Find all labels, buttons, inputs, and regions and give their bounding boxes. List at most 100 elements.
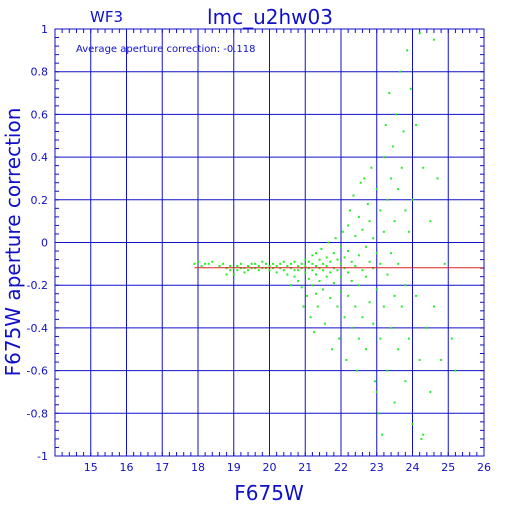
data-point — [311, 262, 314, 265]
data-point — [356, 369, 359, 372]
data-point — [382, 156, 385, 159]
data-point — [372, 322, 375, 325]
data-point — [393, 401, 396, 404]
data-point — [222, 262, 225, 265]
data-point — [393, 294, 396, 297]
data-point — [340, 290, 342, 293]
data-point — [286, 273, 289, 276]
data-point — [368, 301, 371, 304]
data-point — [397, 348, 400, 351]
data-point — [388, 92, 391, 95]
data-point — [318, 258, 321, 261]
data-point — [422, 166, 425, 169]
data-point — [300, 262, 303, 265]
data-point — [379, 209, 382, 212]
data-point — [400, 305, 403, 308]
data-point — [386, 369, 389, 372]
data-point — [340, 262, 342, 265]
data-point — [425, 326, 428, 329]
data-point — [329, 260, 332, 263]
data-point — [340, 245, 342, 248]
y-tick-label: 1 — [41, 23, 48, 36]
data-point — [440, 358, 443, 361]
data-point — [293, 260, 296, 263]
data-point — [340, 275, 342, 278]
data-point — [357, 284, 360, 287]
data-point — [407, 337, 410, 340]
data-point — [357, 215, 360, 218]
y-tick-label: 0.6 — [31, 108, 49, 121]
data-point — [395, 113, 398, 116]
data-point — [302, 305, 305, 308]
data-point — [384, 124, 387, 127]
data-point — [325, 264, 328, 267]
y-tick-label: -0.2 — [27, 279, 48, 292]
data-point — [354, 305, 357, 308]
data-point — [338, 337, 341, 340]
data-point — [373, 380, 376, 383]
data-point — [318, 279, 321, 282]
data-point — [300, 286, 303, 289]
data-point — [336, 305, 339, 308]
data-point — [429, 390, 432, 393]
data-point — [418, 358, 421, 361]
data-point — [354, 264, 357, 267]
data-point — [307, 260, 310, 263]
data-point — [398, 70, 401, 73]
data-point — [286, 264, 289, 267]
data-point — [336, 269, 339, 272]
data-point — [314, 252, 317, 255]
data-point — [254, 262, 257, 265]
data-point — [322, 288, 325, 291]
data-point — [197, 260, 199, 263]
data-point — [314, 264, 317, 267]
data-point — [411, 198, 414, 201]
data-point — [282, 269, 285, 272]
data-point — [415, 294, 418, 297]
data-point — [347, 294, 350, 297]
data-point — [250, 262, 253, 265]
data-point — [306, 294, 309, 297]
y-tick-label: -1 — [37, 450, 48, 463]
x-tick-label: 22 — [334, 461, 348, 474]
tick-labels: 15 16 17 18 19 20 21 22 23 24 25 26 1 0.8 0.6 0.4 0.2 0 -0… — [27, 23, 491, 474]
data-point — [354, 235, 357, 238]
data-point — [313, 331, 316, 334]
data-point — [229, 269, 232, 272]
data-point — [390, 252, 393, 255]
data-point — [418, 32, 421, 35]
y-tick-label: 0.4 — [31, 151, 49, 164]
data-point — [407, 230, 410, 233]
data-point — [381, 433, 384, 436]
data-point — [432, 38, 435, 41]
data-point — [379, 337, 382, 340]
data-point — [329, 297, 332, 300]
data-point — [272, 262, 275, 265]
data-point — [334, 237, 337, 240]
data-point — [393, 220, 396, 223]
data-point — [402, 130, 405, 133]
data-point — [361, 228, 364, 231]
data-point — [361, 316, 364, 319]
data-point — [436, 177, 439, 180]
x-tick-label: 18 — [191, 461, 205, 474]
x-tick-label: 20 — [263, 461, 277, 474]
data-point — [420, 437, 423, 440]
data-point — [348, 209, 351, 212]
data-point — [365, 245, 368, 248]
data-point — [316, 305, 319, 308]
data-point — [400, 166, 403, 169]
data-point — [397, 262, 400, 265]
x-tick-label: 15 — [84, 461, 98, 474]
data-point — [261, 260, 264, 263]
data-point — [279, 262, 282, 265]
data-point — [397, 188, 400, 191]
data-point — [323, 322, 326, 325]
x-tick-label: 23 — [370, 461, 384, 474]
y-axis-label: F675W aperture correction — [1, 108, 25, 377]
data-point — [327, 241, 330, 244]
x-tick-label: 17 — [155, 461, 169, 474]
x-tick-label: 16 — [120, 461, 134, 474]
